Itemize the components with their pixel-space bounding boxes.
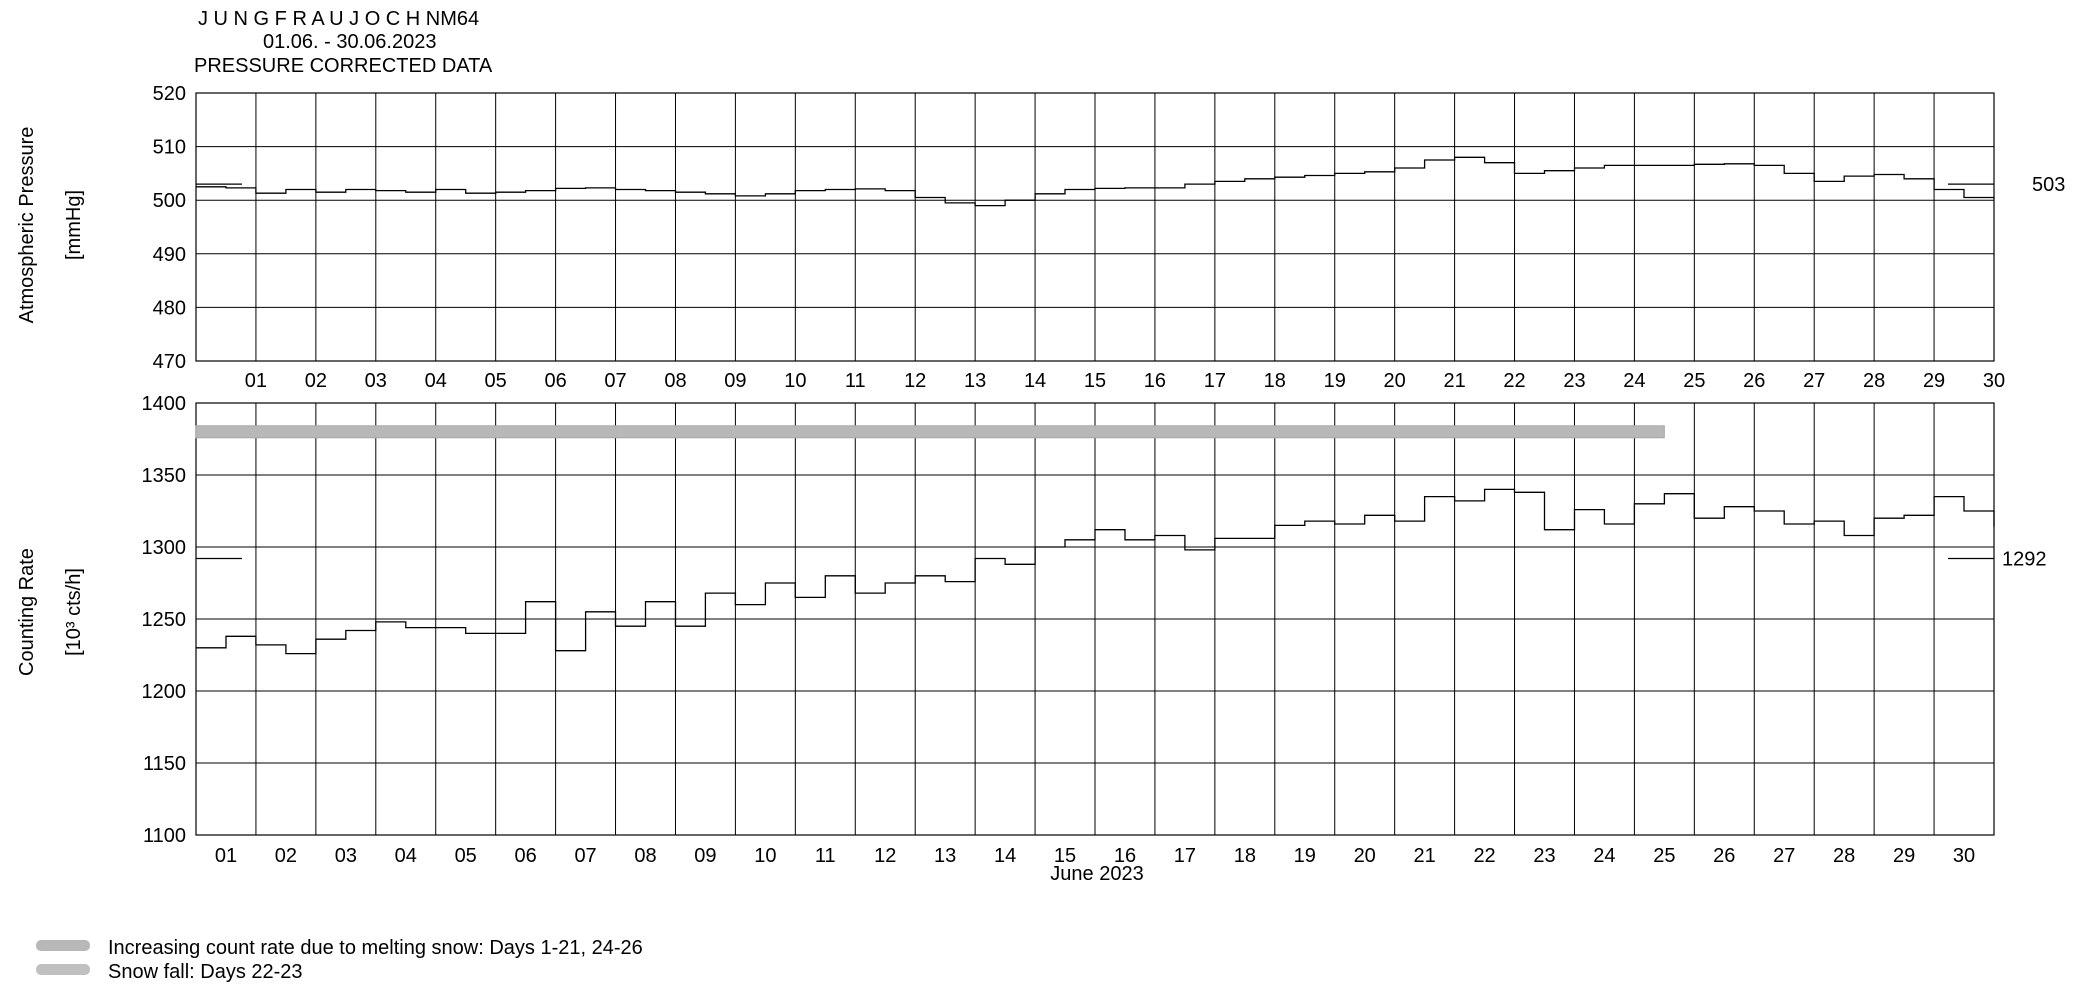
rate-ylabel: Counting Rate [10³ cts/h] xyxy=(16,548,85,676)
pressure-xtick-label: 28 xyxy=(1863,370,1885,392)
rate-ylabel-line2: [10³ cts/h] xyxy=(63,568,85,656)
legend-label-snowfall: Snow fall: Days 22-23 xyxy=(108,961,303,983)
rate-xtick-label: 11 xyxy=(815,845,836,867)
pressure-xtick-label: 27 xyxy=(1803,370,1825,392)
pressure-xtick-label: 10 xyxy=(784,370,806,392)
pressure-xtick-label: 25 xyxy=(1683,370,1705,392)
rate-xtick-label: 07 xyxy=(574,845,596,867)
pressure-ytick-label: 470 xyxy=(153,351,186,373)
rate-ylabel-line1: Counting Rate xyxy=(16,548,38,676)
pressure-xtick-label: 09 xyxy=(724,370,746,392)
rate-xtick-label: 29 xyxy=(1893,845,1915,867)
rate-xtick-label: 01 xyxy=(215,845,237,867)
rate-xtick-label: 12 xyxy=(874,845,896,867)
rate-xtick-label: 28 xyxy=(1833,845,1855,867)
pressure-ytick-label: 490 xyxy=(153,244,186,266)
rate-xtick-label: 19 xyxy=(1294,845,1316,867)
rate-ytick-label: 1300 xyxy=(142,537,187,559)
rate-reference-label: 1292 xyxy=(2002,549,2047,571)
rate-xtick-label: 02 xyxy=(275,845,297,867)
pressure-xtick-label: 01 xyxy=(245,370,267,392)
rate-xtick-label: 05 xyxy=(455,845,477,867)
snow-melting-band xyxy=(195,425,1665,439)
period-title: 01.06. - 30.06.2023 xyxy=(263,31,436,53)
pressure-ytick-label: 480 xyxy=(153,297,186,319)
pressure-ytick-label: 520 xyxy=(153,83,186,105)
rate-xtick-label: 09 xyxy=(694,845,716,867)
rate-xtick-label: 17 xyxy=(1174,845,1196,867)
rate-ytick-label: 1400 xyxy=(142,393,187,415)
legend-swatch-snowfall xyxy=(36,964,90,975)
pressure-panel: 470 480 490 500 510 520 01 02 03 04 05 06 07 08 09 10 11… xyxy=(153,83,2066,392)
x-axis-label: June 2023 xyxy=(1050,863,1143,885)
pressure-xtick-label: 24 xyxy=(1623,370,1645,392)
pressure-ylabel-line1: Atmospheric Pressure xyxy=(16,127,38,324)
pressure-xtick-label: 05 xyxy=(485,370,507,392)
pressure-xtick-label: 14 xyxy=(1024,370,1046,392)
rate-ytick-label: 1200 xyxy=(142,681,187,703)
rate-xtick-label: 18 xyxy=(1234,845,1256,867)
rate-xtick-label: 27 xyxy=(1773,845,1795,867)
rate-ytick-label: 1350 xyxy=(142,465,187,487)
rate-xtick-label: 30 xyxy=(1953,845,1975,867)
rate-ytick-label: 1100 xyxy=(143,825,186,847)
legend-label-melting: Increasing count rate due to melting sno… xyxy=(108,937,643,959)
pressure-xtick-label: 17 xyxy=(1204,370,1226,392)
rate-xtick-label: 26 xyxy=(1713,845,1735,867)
pressure-xtick-label: 16 xyxy=(1144,370,1166,392)
rate-series-line xyxy=(196,488,1995,655)
pressure-xtick-label: 07 xyxy=(604,370,626,392)
rate-xtick-label: 10 xyxy=(754,845,776,867)
pressure-ylabel-line2: [mmHg] xyxy=(63,190,85,260)
pressure-xtick-label: 23 xyxy=(1563,370,1585,392)
legend-swatch-melting xyxy=(36,940,90,951)
pressure-xtick-label: 21 xyxy=(1443,370,1465,392)
rate-xtick-label: 24 xyxy=(1593,845,1615,867)
rate-xtick-label: 03 xyxy=(335,845,357,867)
pressure-xtick-label: 29 xyxy=(1923,370,1945,392)
rate-xtick-label: 16 xyxy=(1114,845,1136,867)
rate-xtick-label: 25 xyxy=(1653,845,1675,867)
rate-xtick-label: 06 xyxy=(515,845,537,867)
station-title: J U N G F R A U J O C H NM64 xyxy=(198,8,479,30)
pressure-ytick-label: 510 xyxy=(153,137,186,159)
pressure-reference-label: 503 xyxy=(2032,174,2065,196)
pressure-xtick-label: 22 xyxy=(1503,370,1525,392)
pressure-xtick-label: 02 xyxy=(305,370,327,392)
pressure-xtick-label: 15 xyxy=(1084,370,1106,392)
rate-xtick-label: 04 xyxy=(395,845,417,867)
rate-ytick-label: 1250 xyxy=(142,609,187,631)
pressure-xtick-label: 20 xyxy=(1384,370,1406,392)
pressure-ylabel: Atmospheric Pressure [mmHg] xyxy=(16,127,85,324)
rate-xtick-label: 22 xyxy=(1473,845,1495,867)
pressure-xtick-label: 19 xyxy=(1324,370,1346,392)
rate-xtick-label: 08 xyxy=(634,845,656,867)
rate-ytick-label: 1150 xyxy=(143,753,186,775)
pressure-series-line xyxy=(196,156,1995,207)
pressure-ytick-label: 500 xyxy=(153,190,186,212)
subtitle: PRESSURE CORRECTED DATA xyxy=(194,55,493,77)
rate-xtick-label: 20 xyxy=(1354,845,1376,867)
pressure-xtick-label: 06 xyxy=(544,370,566,392)
rate-xtick-label: 23 xyxy=(1533,845,1555,867)
rate-xtick-label: 13 xyxy=(934,845,956,867)
rate-xtick-label: 21 xyxy=(1414,845,1436,867)
pressure-xtick-label: 11 xyxy=(845,370,866,392)
pressure-xtick-label: 26 xyxy=(1743,370,1765,392)
rate-xtick-label: 14 xyxy=(994,845,1016,867)
pressure-xtick-label: 18 xyxy=(1264,370,1286,392)
pressure-xtick-label: 12 xyxy=(904,370,926,392)
pressure-xtick-label: 30 xyxy=(1983,370,2005,392)
counting-rate-panel: 1100 1150 1200 1250 1300 1350 1400 01 02 03 04 05 06… xyxy=(142,393,2047,867)
pressure-xtick-label: 13 xyxy=(964,370,986,392)
pressure-xtick-label: 03 xyxy=(365,370,387,392)
pressure-xtick-label: 08 xyxy=(664,370,686,392)
legend: Increasing count rate due to melting sno… xyxy=(36,937,643,983)
pressure-xtick-label: 04 xyxy=(425,370,447,392)
rate-xtick-label: 15 xyxy=(1054,845,1076,867)
